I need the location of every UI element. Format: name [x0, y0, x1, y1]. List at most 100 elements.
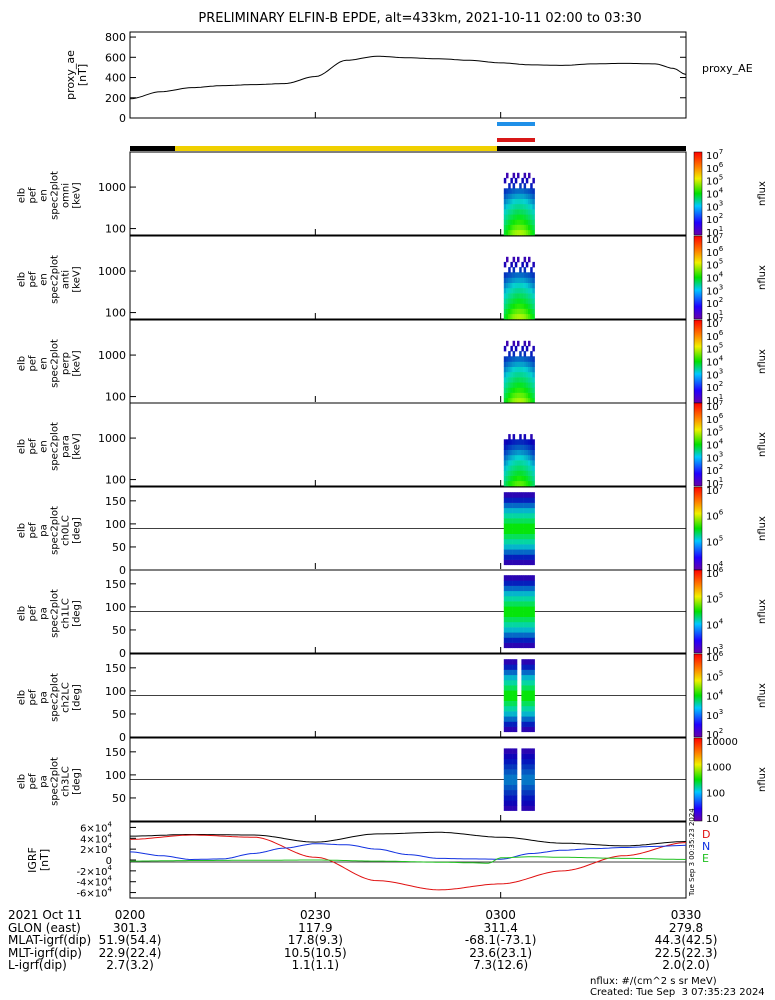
- spectrogram-cell: [508, 685, 511, 691]
- spectrogram-cell: [517, 340, 520, 347]
- spectrogram-cell: [523, 711, 527, 717]
- spectrogram-cell: [532, 287, 535, 294]
- ylabel-line: IGRF: [26, 847, 39, 873]
- spectrogram-cell: [521, 664, 524, 670]
- spectrogram-cell: [510, 497, 513, 503]
- spectrogram-cell: [528, 716, 531, 722]
- spectrogram-cell: [532, 616, 535, 623]
- row-label: MLAT-igrf(dip): [8, 933, 92, 947]
- spectrogram-cell: [528, 554, 531, 560]
- spectrogram-cell: [525, 716, 529, 722]
- spectrogram-cell: [530, 611, 533, 617]
- spectrogram-cell: [523, 366, 527, 373]
- spectrogram-cell: [532, 492, 535, 498]
- spectrogram-cell: [506, 439, 509, 445]
- spectrogram-cell: [508, 769, 511, 775]
- spectrogram-cell: [530, 470, 533, 476]
- spectrogram-cell: [514, 627, 518, 633]
- colorbar-label: nflux: [757, 767, 768, 792]
- spectrogram-cell: [510, 214, 513, 220]
- spectrogram-cell: [532, 387, 535, 393]
- spectrogram-cell: [525, 705, 529, 712]
- spectrogram-cell: [525, 497, 529, 503]
- spectrogram-cell: [506, 716, 509, 722]
- ytick-exponent: 4: [108, 875, 113, 883]
- spectrogram-cell: [525, 502, 529, 509]
- spectrogram-cell: [532, 313, 535, 320]
- spectrogram-cell: [506, 664, 509, 670]
- ytick-label: 150: [105, 578, 126, 591]
- spectrogram-cell: [530, 512, 533, 519]
- spectrogram-cell: [508, 637, 511, 643]
- spectrogram-cell: [525, 293, 529, 299]
- spectrogram-cell: [530, 475, 533, 482]
- spectrogram-cell: [519, 282, 522, 289]
- spectrogram-cell: [503, 674, 507, 681]
- spectrogram-cell: [517, 601, 520, 607]
- spectrogram-cell: [506, 538, 509, 545]
- spectrogram-cell: [508, 397, 511, 404]
- spectrogram-cell: [512, 287, 516, 294]
- colorbar-tick-exponent: 3: [719, 708, 723, 716]
- spectrogram-cell: [514, 711, 518, 717]
- spectrogram-cell: [503, 298, 507, 304]
- spectrogram-cell: [532, 544, 535, 550]
- igrf-legend-e: E: [702, 852, 709, 865]
- spectrogram-cell: [528, 590, 531, 597]
- spectrogram-cell: [503, 774, 507, 780]
- spectrogram-cell: [528, 492, 531, 498]
- colorbar-tick-exponent: 6: [719, 566, 724, 574]
- spectrogram-cell: [517, 282, 520, 289]
- spectrogram-cell: [514, 595, 518, 602]
- spectrogram-cell: [523, 748, 527, 754]
- spectrogram-cell: [519, 361, 522, 367]
- spectrogram-cell: [510, 219, 513, 225]
- spectrogram-cell: [530, 308, 533, 315]
- spectrogram-cell: [530, 726, 533, 733]
- spectrogram-cell: [532, 502, 535, 509]
- spectrogram-cell: [503, 789, 507, 796]
- spectrogram-cell: [510, 507, 513, 514]
- spectrogram-cell: [523, 470, 527, 476]
- spectrogram-cell: [510, 492, 513, 498]
- spectrogram-cell: [523, 475, 527, 482]
- spectrogram-cell: [530, 397, 533, 404]
- panel-frame: [129, 235, 687, 320]
- spectrogram-cell: [519, 308, 522, 315]
- spectrogram-cell: [508, 679, 511, 686]
- spectrogram-cell: [510, 308, 513, 315]
- table-cell: 301.3: [112, 920, 148, 935]
- spectrogram-cell: [530, 465, 533, 471]
- spectrogram-cell: [525, 774, 529, 780]
- spectrogram-cell: [528, 642, 531, 649]
- spectrogram-cell: [519, 351, 522, 357]
- spectrogram-cell: [532, 700, 535, 707]
- igrf-legend-n: N: [702, 840, 710, 853]
- spectrogram-cell: [510, 753, 513, 760]
- spectrogram-cell: [512, 595, 516, 602]
- spectrogram-cell: [525, 763, 529, 770]
- spectrogram-cell: [530, 659, 533, 665]
- spectrogram-cell: [528, 497, 531, 503]
- x-axis-ticks: [129, 112, 687, 898]
- colorbar-label: nflux: [757, 683, 768, 708]
- spectrogram-cell: [532, 549, 535, 555]
- spectrogram-cell: [517, 214, 520, 220]
- spectrogram-cell: [530, 559, 533, 566]
- ytick-label: 600: [105, 51, 126, 64]
- spectrogram-cell: [517, 616, 520, 623]
- spectrogram-cell: [528, 449, 531, 456]
- spectrogram-cell: [525, 664, 529, 670]
- colorbar-tick-label: 104: [706, 689, 724, 703]
- spectrogram-cell: [514, 277, 518, 283]
- spectrogram-cell: [523, 361, 527, 367]
- spectrogram-cell: [517, 293, 520, 299]
- colorbar-label: nflux: [757, 432, 768, 457]
- spectrogram-cell: [523, 559, 527, 566]
- spectrogram-cell: [525, 475, 529, 482]
- colorbar-label: nflux: [757, 265, 768, 290]
- ytick-label: 150: [105, 662, 126, 675]
- spectrogram-cell: [528, 502, 531, 509]
- spectrogram-cell: [523, 256, 527, 263]
- spectrogram-cell: [514, 356, 518, 362]
